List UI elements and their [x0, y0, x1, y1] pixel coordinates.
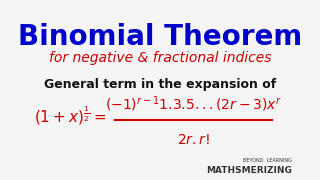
- Text: BEYOND  LEARNING: BEYOND LEARNING: [243, 158, 292, 163]
- Text: MATHSMERIZING: MATHSMERIZING: [206, 166, 292, 175]
- Text: Binomial Theorem: Binomial Theorem: [18, 23, 302, 51]
- Text: for negative & fractional indices: for negative & fractional indices: [49, 51, 271, 65]
- Text: $(1+x)^{\frac{1}{2}}=$: $(1+x)^{\frac{1}{2}}=$: [34, 104, 106, 127]
- Text: General term in the expansion of: General term in the expansion of: [44, 78, 276, 91]
- Text: $(-1)^{r-1}1.3.5...(2r-3)x^{r}$: $(-1)^{r-1}1.3.5...(2r-3)x^{r}$: [105, 94, 282, 114]
- Text: $2r.r!$: $2r.r!$: [177, 133, 210, 147]
